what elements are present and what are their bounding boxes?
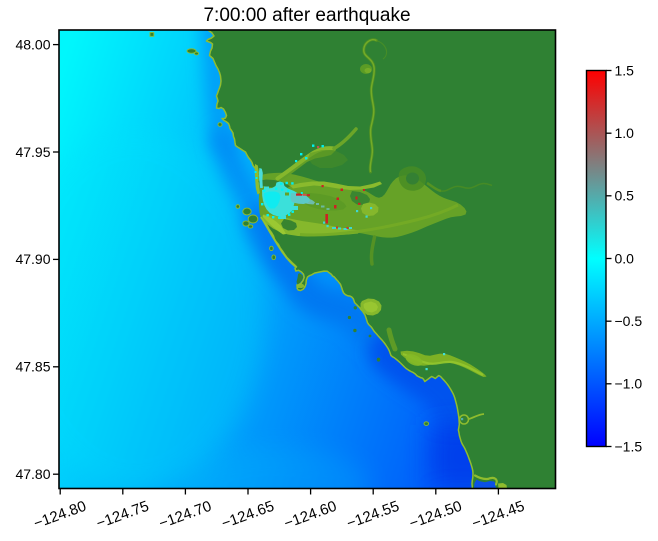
svg-text:47.85: 47.85 [15, 359, 50, 375]
svg-text:0.0: 0.0 [615, 250, 635, 266]
svg-text:−124.60: −124.60 [282, 498, 339, 533]
svg-text:−1.5: −1.5 [615, 438, 643, 454]
svg-text:−124.75: −124.75 [94, 498, 151, 533]
svg-text:−0.5: −0.5 [615, 313, 643, 329]
svg-text:−124.65: −124.65 [219, 498, 276, 533]
svg-text:1.5: 1.5 [615, 62, 635, 78]
svg-text:−124.50: −124.50 [407, 498, 464, 533]
svg-text:47.95: 47.95 [15, 144, 50, 160]
svg-text:−1.0: −1.0 [615, 376, 643, 392]
svg-text:−124.70: −124.70 [157, 498, 214, 533]
svg-text:47.80: 47.80 [15, 466, 50, 482]
svg-text:0.5: 0.5 [615, 188, 635, 204]
svg-text:−124.55: −124.55 [344, 498, 401, 533]
svg-text:7:00:00 after earthquake: 7:00:00 after earthquake [203, 5, 410, 26]
svg-text:48.00: 48.00 [15, 36, 50, 52]
svg-text:1.0: 1.0 [615, 125, 635, 141]
svg-text:−124.80: −124.80 [31, 498, 88, 533]
svg-text:−124.45: −124.45 [470, 498, 527, 533]
svg-text:47.90: 47.90 [15, 251, 50, 267]
